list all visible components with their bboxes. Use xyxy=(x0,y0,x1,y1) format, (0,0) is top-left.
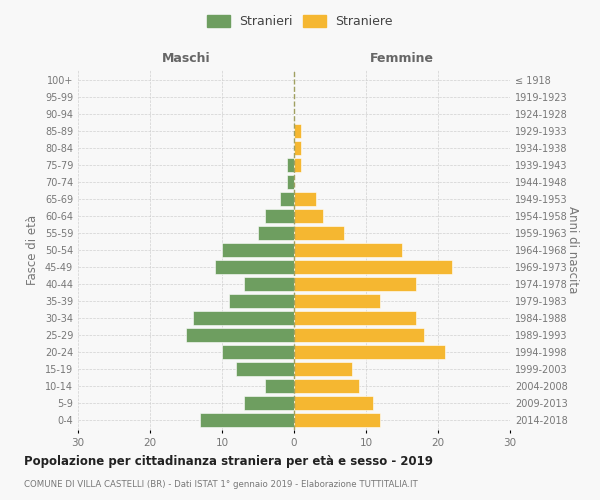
Bar xyxy=(294,345,445,359)
Bar xyxy=(294,294,380,308)
Bar xyxy=(294,311,416,325)
Y-axis label: Anni di nascita: Anni di nascita xyxy=(566,206,579,294)
Bar xyxy=(294,328,424,342)
Text: COMUNE DI VILLA CASTELLI (BR) - Dati ISTAT 1° gennaio 2019 - Elaborazione TUTTIT: COMUNE DI VILLA CASTELLI (BR) - Dati IST… xyxy=(24,480,418,489)
Bar xyxy=(294,209,323,223)
Text: Femmine: Femmine xyxy=(370,52,434,65)
Bar xyxy=(294,277,416,291)
Text: Maschi: Maschi xyxy=(161,52,211,65)
Bar xyxy=(294,260,452,274)
Legend: Stranieri, Straniere: Stranieri, Straniere xyxy=(203,11,397,32)
Bar xyxy=(186,328,294,342)
Bar xyxy=(294,158,301,172)
Bar xyxy=(294,141,301,155)
Bar xyxy=(222,345,294,359)
Bar xyxy=(294,192,316,206)
Bar xyxy=(294,243,402,257)
Bar xyxy=(200,413,294,427)
Bar xyxy=(236,362,294,376)
Bar xyxy=(287,175,294,189)
Bar xyxy=(294,396,373,410)
Bar xyxy=(294,124,301,138)
Bar xyxy=(229,294,294,308)
Bar xyxy=(215,260,294,274)
Bar xyxy=(287,158,294,172)
Bar xyxy=(294,362,352,376)
Bar xyxy=(294,379,359,393)
Bar xyxy=(280,192,294,206)
Bar xyxy=(258,226,294,240)
Bar xyxy=(265,209,294,223)
Bar xyxy=(222,243,294,257)
Bar xyxy=(265,379,294,393)
Bar xyxy=(294,413,380,427)
Bar xyxy=(244,277,294,291)
Bar xyxy=(244,396,294,410)
Y-axis label: Fasce di età: Fasce di età xyxy=(26,215,39,285)
Bar xyxy=(193,311,294,325)
Bar xyxy=(294,226,344,240)
Text: Popolazione per cittadinanza straniera per età e sesso - 2019: Popolazione per cittadinanza straniera p… xyxy=(24,455,433,468)
